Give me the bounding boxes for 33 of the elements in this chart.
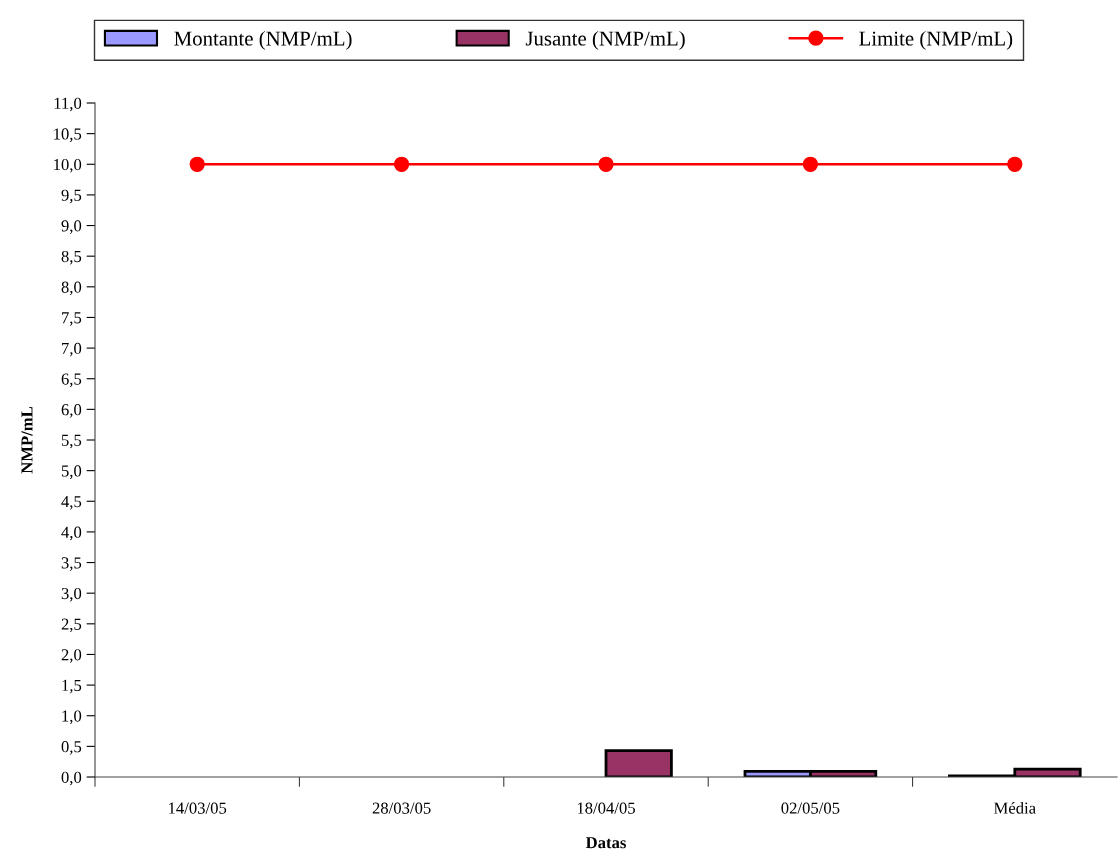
y-tick-label: 6,5 — [61, 373, 82, 388]
y-tick-label: 2,5 — [61, 618, 82, 633]
y-tick-label: 0,0 — [61, 771, 82, 786]
y-tick-label: 9,5 — [61, 189, 82, 204]
y-tick-label: 1,0 — [62, 710, 82, 725]
y-tick-label: 5,5 — [61, 434, 82, 449]
y-tick-label: 3,5 — [61, 557, 82, 571]
y-tick-label: 4,5 — [61, 496, 82, 510]
x-tick-label: 02/05/05 — [781, 802, 840, 814]
x-tick-label: 14/03/05 — [169, 802, 227, 814]
y-tick-label: 8,5 — [61, 250, 82, 265]
x-axis-title: Datas — [585, 837, 626, 849]
y-tick-label: 3,0 — [61, 587, 82, 602]
y-tick-label: 5,0 — [61, 465, 82, 479]
y-tick-label: 11,0 — [54, 97, 82, 112]
y-tick-label: 8,0 — [61, 281, 82, 296]
y-tick-label: 7,5 — [62, 312, 82, 326]
x-tick-label: 28/03/05 — [372, 802, 431, 814]
y-tick-label: 7,0 — [62, 342, 82, 357]
y-tick-label: 1,5 — [62, 679, 82, 694]
legend-label: Limite (NMP/mL) — [859, 30, 1013, 50]
legend-label: Montante (NMP/mL) — [174, 30, 352, 50]
y-axis-title: NMP/mL — [21, 406, 33, 474]
y-tick-label: 0,5 — [61, 741, 82, 755]
x-tick-label: 18/04/05 — [577, 802, 635, 814]
y-tick-label: 4,0 — [61, 526, 82, 541]
y-tick-label: 9,0 — [61, 220, 82, 234]
y-tick-label: 6,0 — [61, 404, 82, 418]
y-tick-label: 10,0 — [54, 158, 82, 173]
y-tick-label: 2,0 — [61, 649, 82, 663]
legend-label: Jusante (NMP/mL) — [525, 30, 685, 50]
y-tick-label: 10,5 — [54, 128, 82, 142]
x-tick-label: Média — [993, 801, 1036, 814]
